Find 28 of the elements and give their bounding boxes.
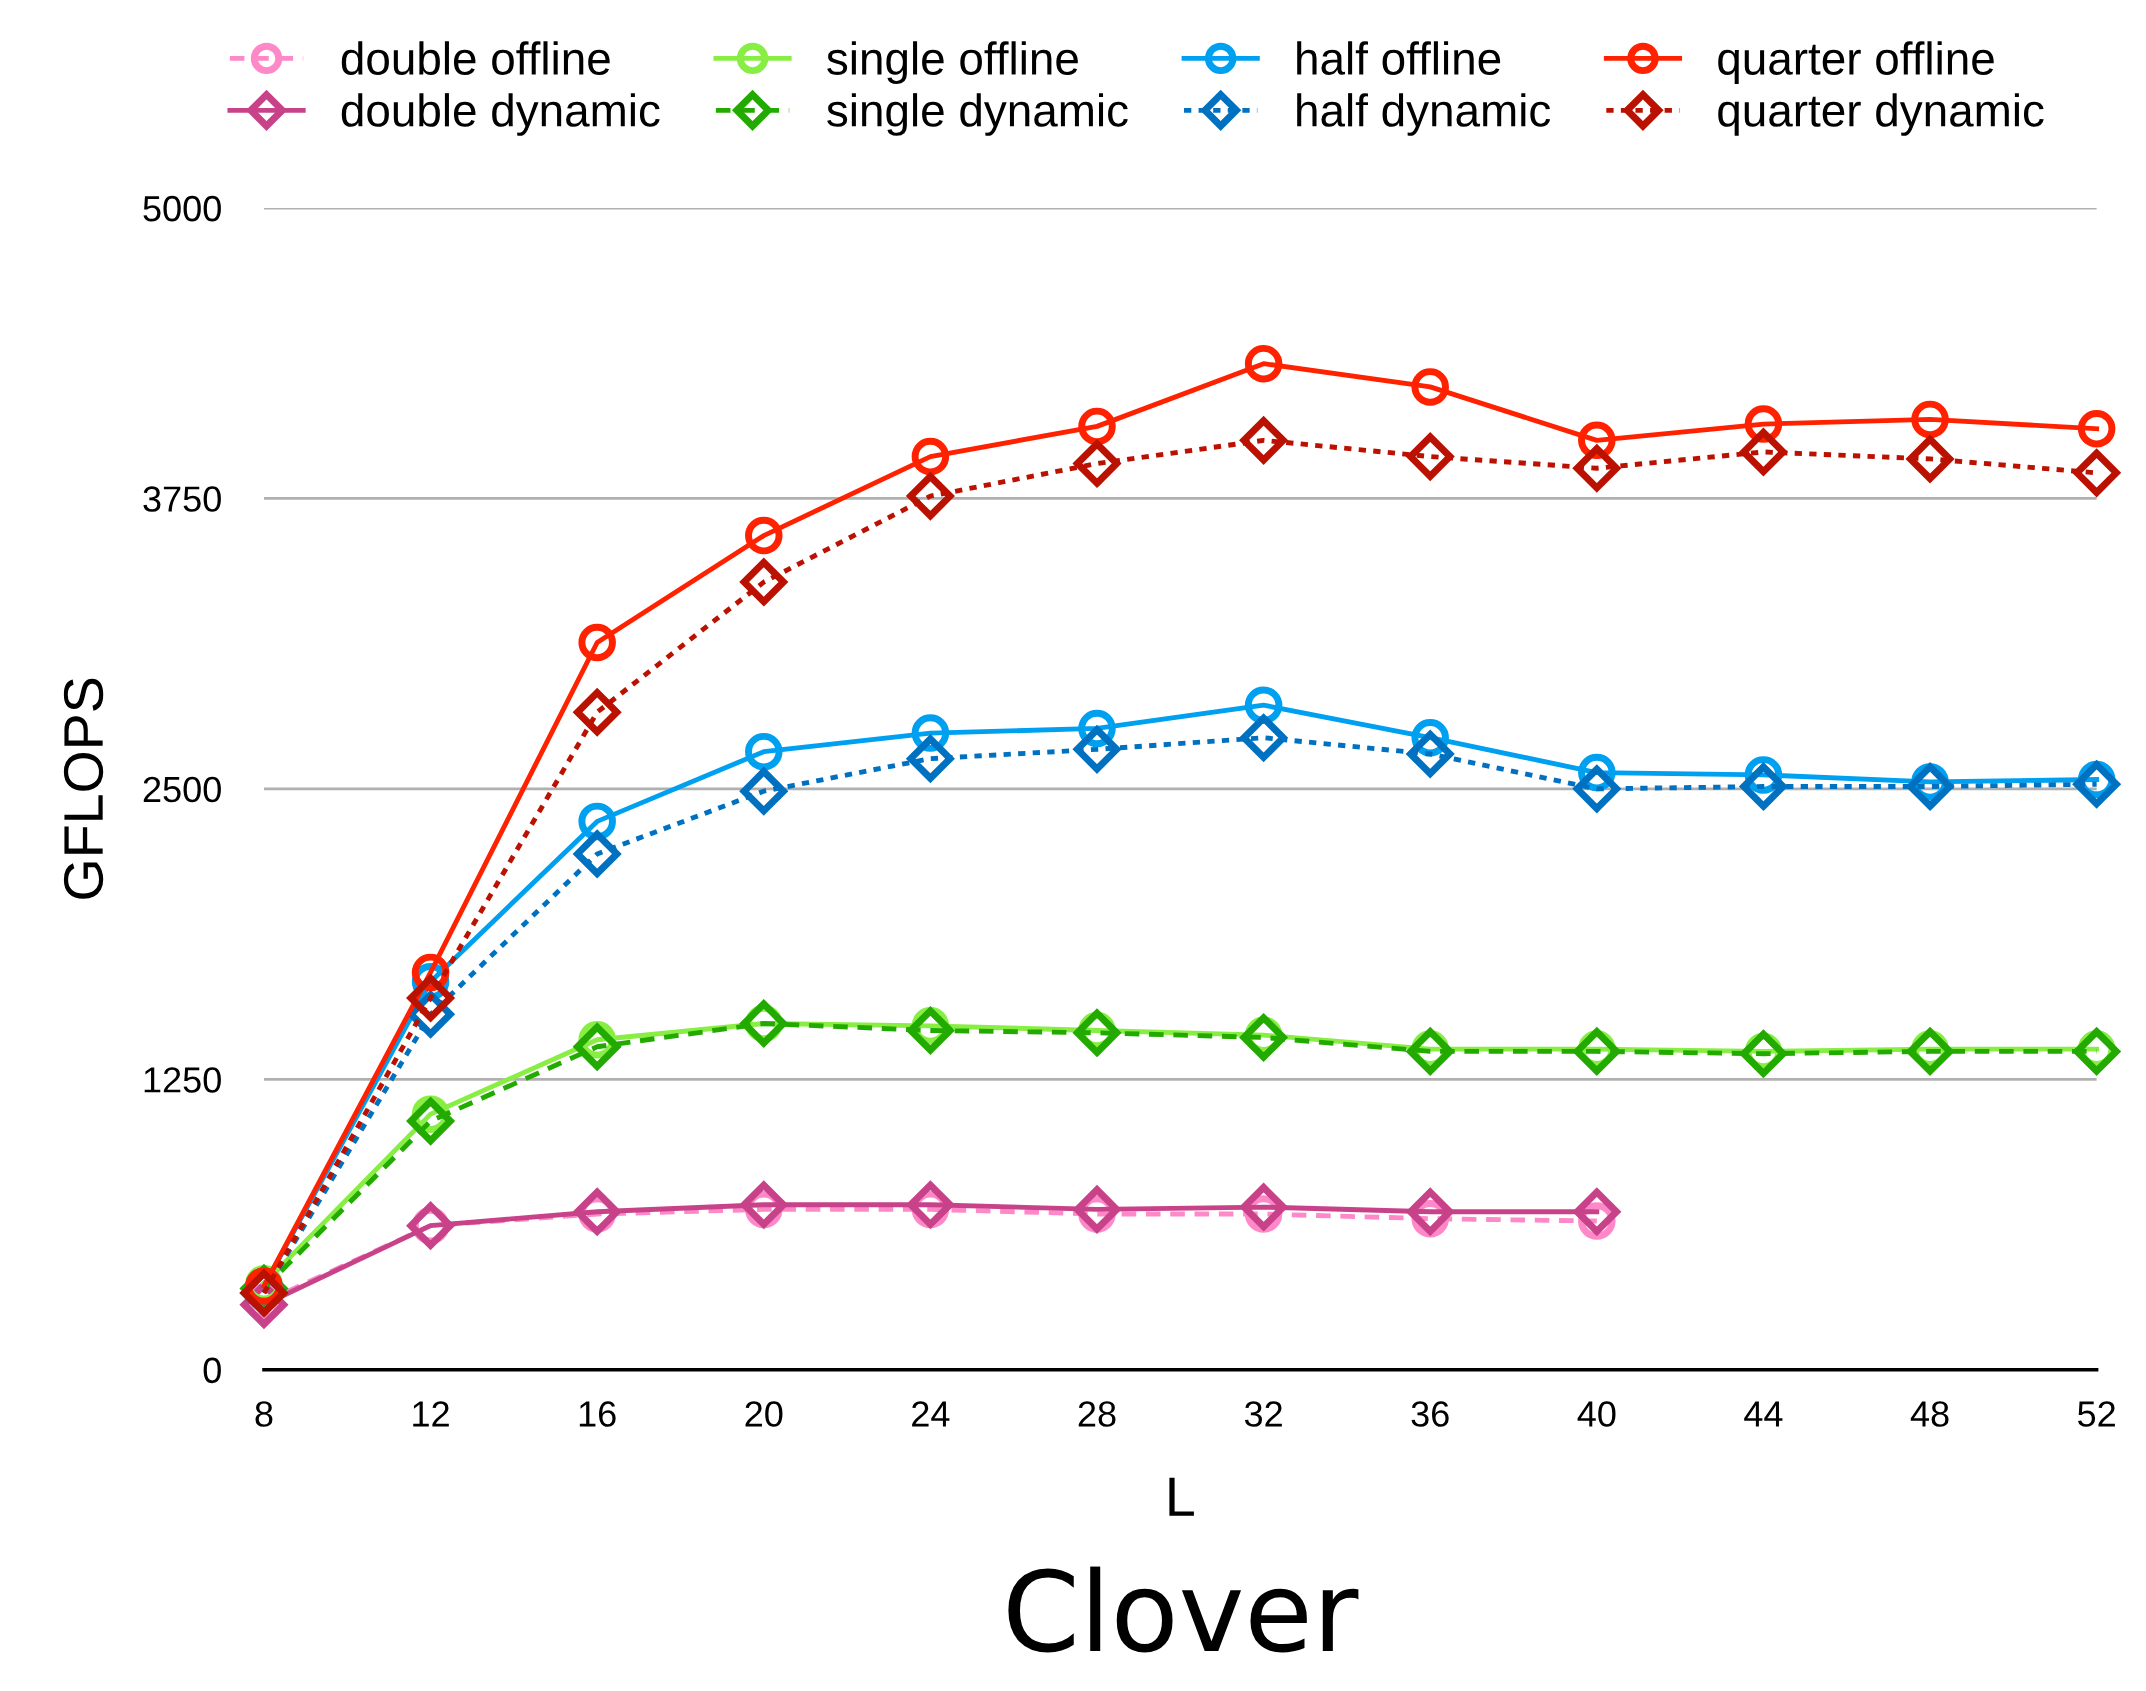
y-tick-label: 1250 — [144, 1067, 221, 1093]
legend-label: single offline — [827, 41, 1078, 84]
y-axis-title: GFLOPS — [63, 678, 104, 899]
x-tick-label: 48 — [1910, 1401, 1949, 1427]
x-tick-label: 32 — [1244, 1401, 1282, 1427]
y-tick-label: 5000 — [143, 195, 221, 222]
x-tick-label: 24 — [912, 1401, 950, 1427]
x-tick-label: 8 — [255, 1401, 273, 1427]
y-tick-label: 3750 — [143, 486, 221, 512]
legend-label: single dynamic — [827, 93, 1128, 136]
y-tick-label: 2500 — [143, 776, 221, 803]
legend-label: double offline — [341, 41, 610, 75]
legend-label: quarter offline — [1718, 41, 1994, 84]
x-tick-label: 28 — [1078, 1401, 1116, 1427]
x-tick-label: 40 — [1577, 1401, 1616, 1427]
y-tick-label: 0 — [203, 1357, 221, 1384]
x-tick-label: 16 — [579, 1401, 616, 1427]
x-tick-label: 12 — [413, 1401, 449, 1427]
legend-label: half dynamic — [1297, 93, 1551, 136]
text: Clover — [1008, 1566, 1359, 1653]
legend-label: half offline — [1297, 41, 1501, 75]
legend-label: double dynamic — [341, 93, 660, 136]
x-tick-label: 44 — [1744, 1401, 1783, 1427]
x-axis-title: L — [1169, 1477, 1194, 1516]
x-tick-label: 20 — [745, 1401, 783, 1427]
legend-label: quarter dynamic — [1718, 93, 2044, 136]
x-tick-label: 36 — [1411, 1401, 1449, 1427]
x-tick-label: 52 — [2078, 1401, 2115, 1427]
